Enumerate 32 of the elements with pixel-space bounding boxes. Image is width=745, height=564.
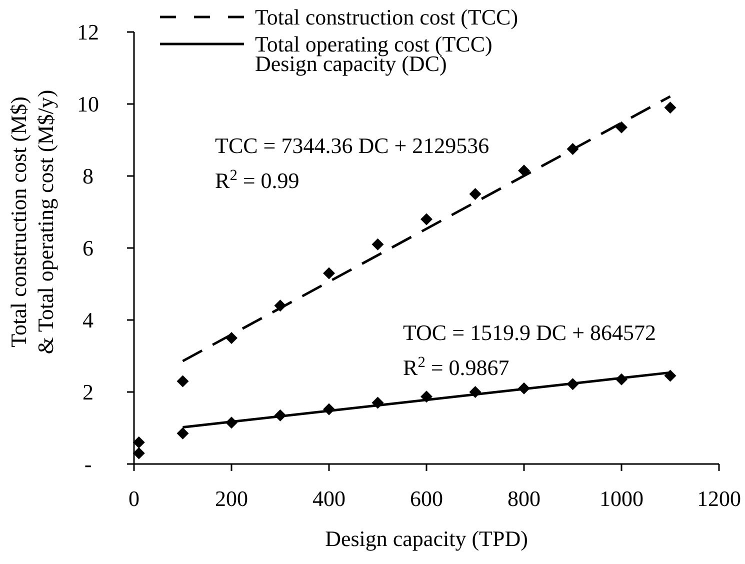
y-tick-label: - xyxy=(84,452,92,477)
y-tick-label: 4 xyxy=(82,308,94,333)
point xyxy=(372,238,384,250)
y-tick-label: 8 xyxy=(82,164,94,189)
x-tick-label: 0 xyxy=(128,486,140,511)
x-tick-label: 800 xyxy=(508,486,540,511)
legend-label: Total construction cost (TCC) xyxy=(255,4,518,30)
annotation: R$^{2}$ = 0.99 xyxy=(215,166,300,193)
point xyxy=(176,427,189,440)
y-tick-label: 6 xyxy=(82,236,94,261)
x-tick-label: 600 xyxy=(410,486,443,511)
point xyxy=(469,188,482,200)
y-tick-label: 12 xyxy=(77,20,99,45)
point xyxy=(420,213,432,226)
x-axis-title: Design capacity (TPD) xyxy=(325,526,528,551)
annotation: R$^{2}$ = 0.9867 xyxy=(403,354,510,380)
point xyxy=(176,375,189,388)
x-tick-label: 200 xyxy=(215,486,248,511)
annotation: TOC = 1519.9 DC + 864572 xyxy=(403,320,656,345)
point xyxy=(664,370,676,382)
annotation: TCC = 7344.36 DC + 2129536 xyxy=(215,133,490,158)
x-tick-label: 1000 xyxy=(600,486,644,511)
point xyxy=(323,267,335,280)
x-tick-label: 400 xyxy=(312,486,346,511)
point xyxy=(664,102,676,114)
point xyxy=(616,121,628,134)
x-tick-label: 1200 xyxy=(697,486,741,511)
y-tick-label: 2 xyxy=(82,380,94,405)
point xyxy=(132,447,145,460)
y-tick-label: 10 xyxy=(77,92,99,117)
y-axis-title: Total construction cost (M$) & Total operating cost (M$/y) xyxy=(6,90,58,354)
point xyxy=(132,436,145,448)
